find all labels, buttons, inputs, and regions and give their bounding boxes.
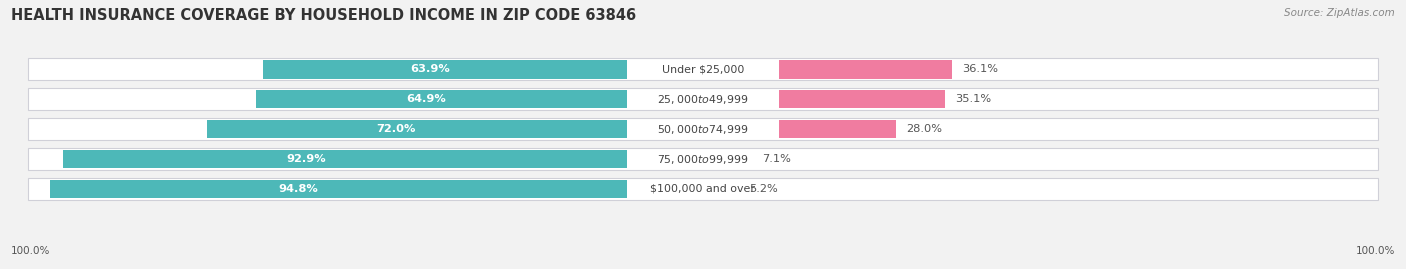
Bar [627, 120, 779, 138]
Bar [627, 60, 779, 79]
Text: 28.0%: 28.0% [907, 124, 942, 134]
Text: Source: ZipAtlas.com: Source: ZipAtlas.com [1284, 8, 1395, 18]
Text: 64.9%: 64.9% [406, 94, 446, 104]
Bar [703, 90, 945, 108]
Text: 100.0%: 100.0% [1355, 246, 1395, 256]
Text: 36.1%: 36.1% [962, 64, 998, 74]
Bar [703, 60, 952, 79]
Text: 5.2%: 5.2% [749, 184, 778, 194]
Text: 72.0%: 72.0% [375, 124, 415, 134]
Bar [263, 60, 703, 79]
Text: 100.0%: 100.0% [11, 246, 51, 256]
Bar [627, 150, 779, 168]
Text: 63.9%: 63.9% [411, 64, 450, 74]
Bar [49, 180, 703, 198]
Bar [207, 120, 703, 138]
Bar [627, 90, 779, 108]
Bar [28, 148, 1378, 170]
Bar [703, 120, 896, 138]
Text: $75,000 to $99,999: $75,000 to $99,999 [657, 153, 749, 165]
Text: 92.9%: 92.9% [287, 154, 326, 164]
Bar [28, 58, 1378, 80]
Bar [256, 90, 703, 108]
Bar [703, 180, 738, 198]
Bar [28, 178, 1378, 200]
Text: $25,000 to $49,999: $25,000 to $49,999 [657, 93, 749, 106]
Bar [63, 150, 703, 168]
Text: 7.1%: 7.1% [762, 154, 792, 164]
Text: $100,000 and over: $100,000 and over [651, 184, 755, 194]
Text: HEALTH INSURANCE COVERAGE BY HOUSEHOLD INCOME IN ZIP CODE 63846: HEALTH INSURANCE COVERAGE BY HOUSEHOLD I… [11, 8, 637, 23]
Bar [627, 180, 779, 198]
Bar [28, 118, 1378, 140]
Text: $50,000 to $74,999: $50,000 to $74,999 [657, 123, 749, 136]
Text: 35.1%: 35.1% [955, 94, 991, 104]
Text: Under $25,000: Under $25,000 [662, 64, 744, 74]
Bar [28, 88, 1378, 110]
Text: 94.8%: 94.8% [278, 184, 318, 194]
Bar [703, 150, 752, 168]
